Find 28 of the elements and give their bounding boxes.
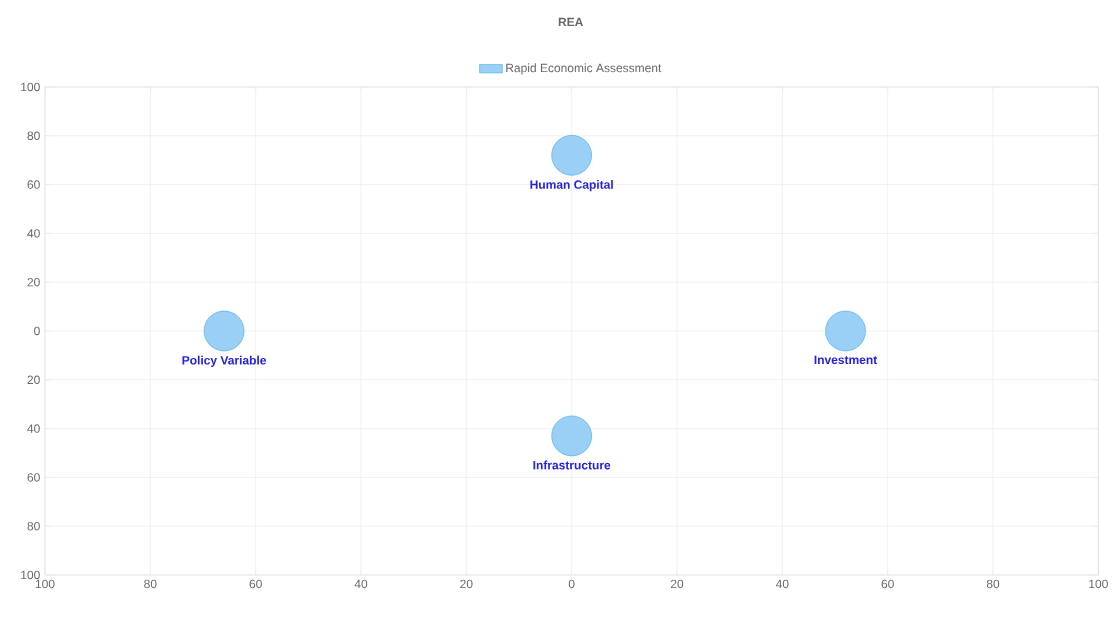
y-tick-label: 100 [21,570,40,580]
chart-title: REA [558,17,584,27]
x-tick-label: 40 [775,579,789,589]
y-tick-label: 20 [27,277,40,287]
y-tick-label: 80 [27,131,40,141]
annotation: Investment [814,355,878,365]
x-tick-label: 60 [881,579,894,589]
y-tick-label: 80 [27,521,40,531]
annotation: Human Capital [530,180,613,192]
y-tick-label: 100 [21,82,40,92]
y-tick-label: 20 [27,375,40,385]
x-tick-label: 0 [568,579,575,589]
legend-label: Rapid Economic Assessment [506,63,662,75]
x-tick-label: 100 [35,579,55,589]
x-tick-label: 20 [460,579,473,589]
x-tick-label: 100 [1089,579,1108,589]
x-tick-label: 20 [670,579,684,589]
y-tick-label: 40 [27,229,40,238]
x-tick-label: 80 [986,579,1000,589]
annotation: Policy Variable [182,355,267,367]
y-tick-label: 60 [27,180,40,189]
x-tick-label: 80 [144,579,157,589]
annotation: Infrastructure [533,460,611,470]
x-tick-label: 60 [249,579,262,589]
x-tick-label: 40 [354,579,368,589]
y-tick-label: 60 [27,473,40,482]
y-tick-label: 40 [27,424,40,433]
y-tick-label: 0 [34,326,40,336]
